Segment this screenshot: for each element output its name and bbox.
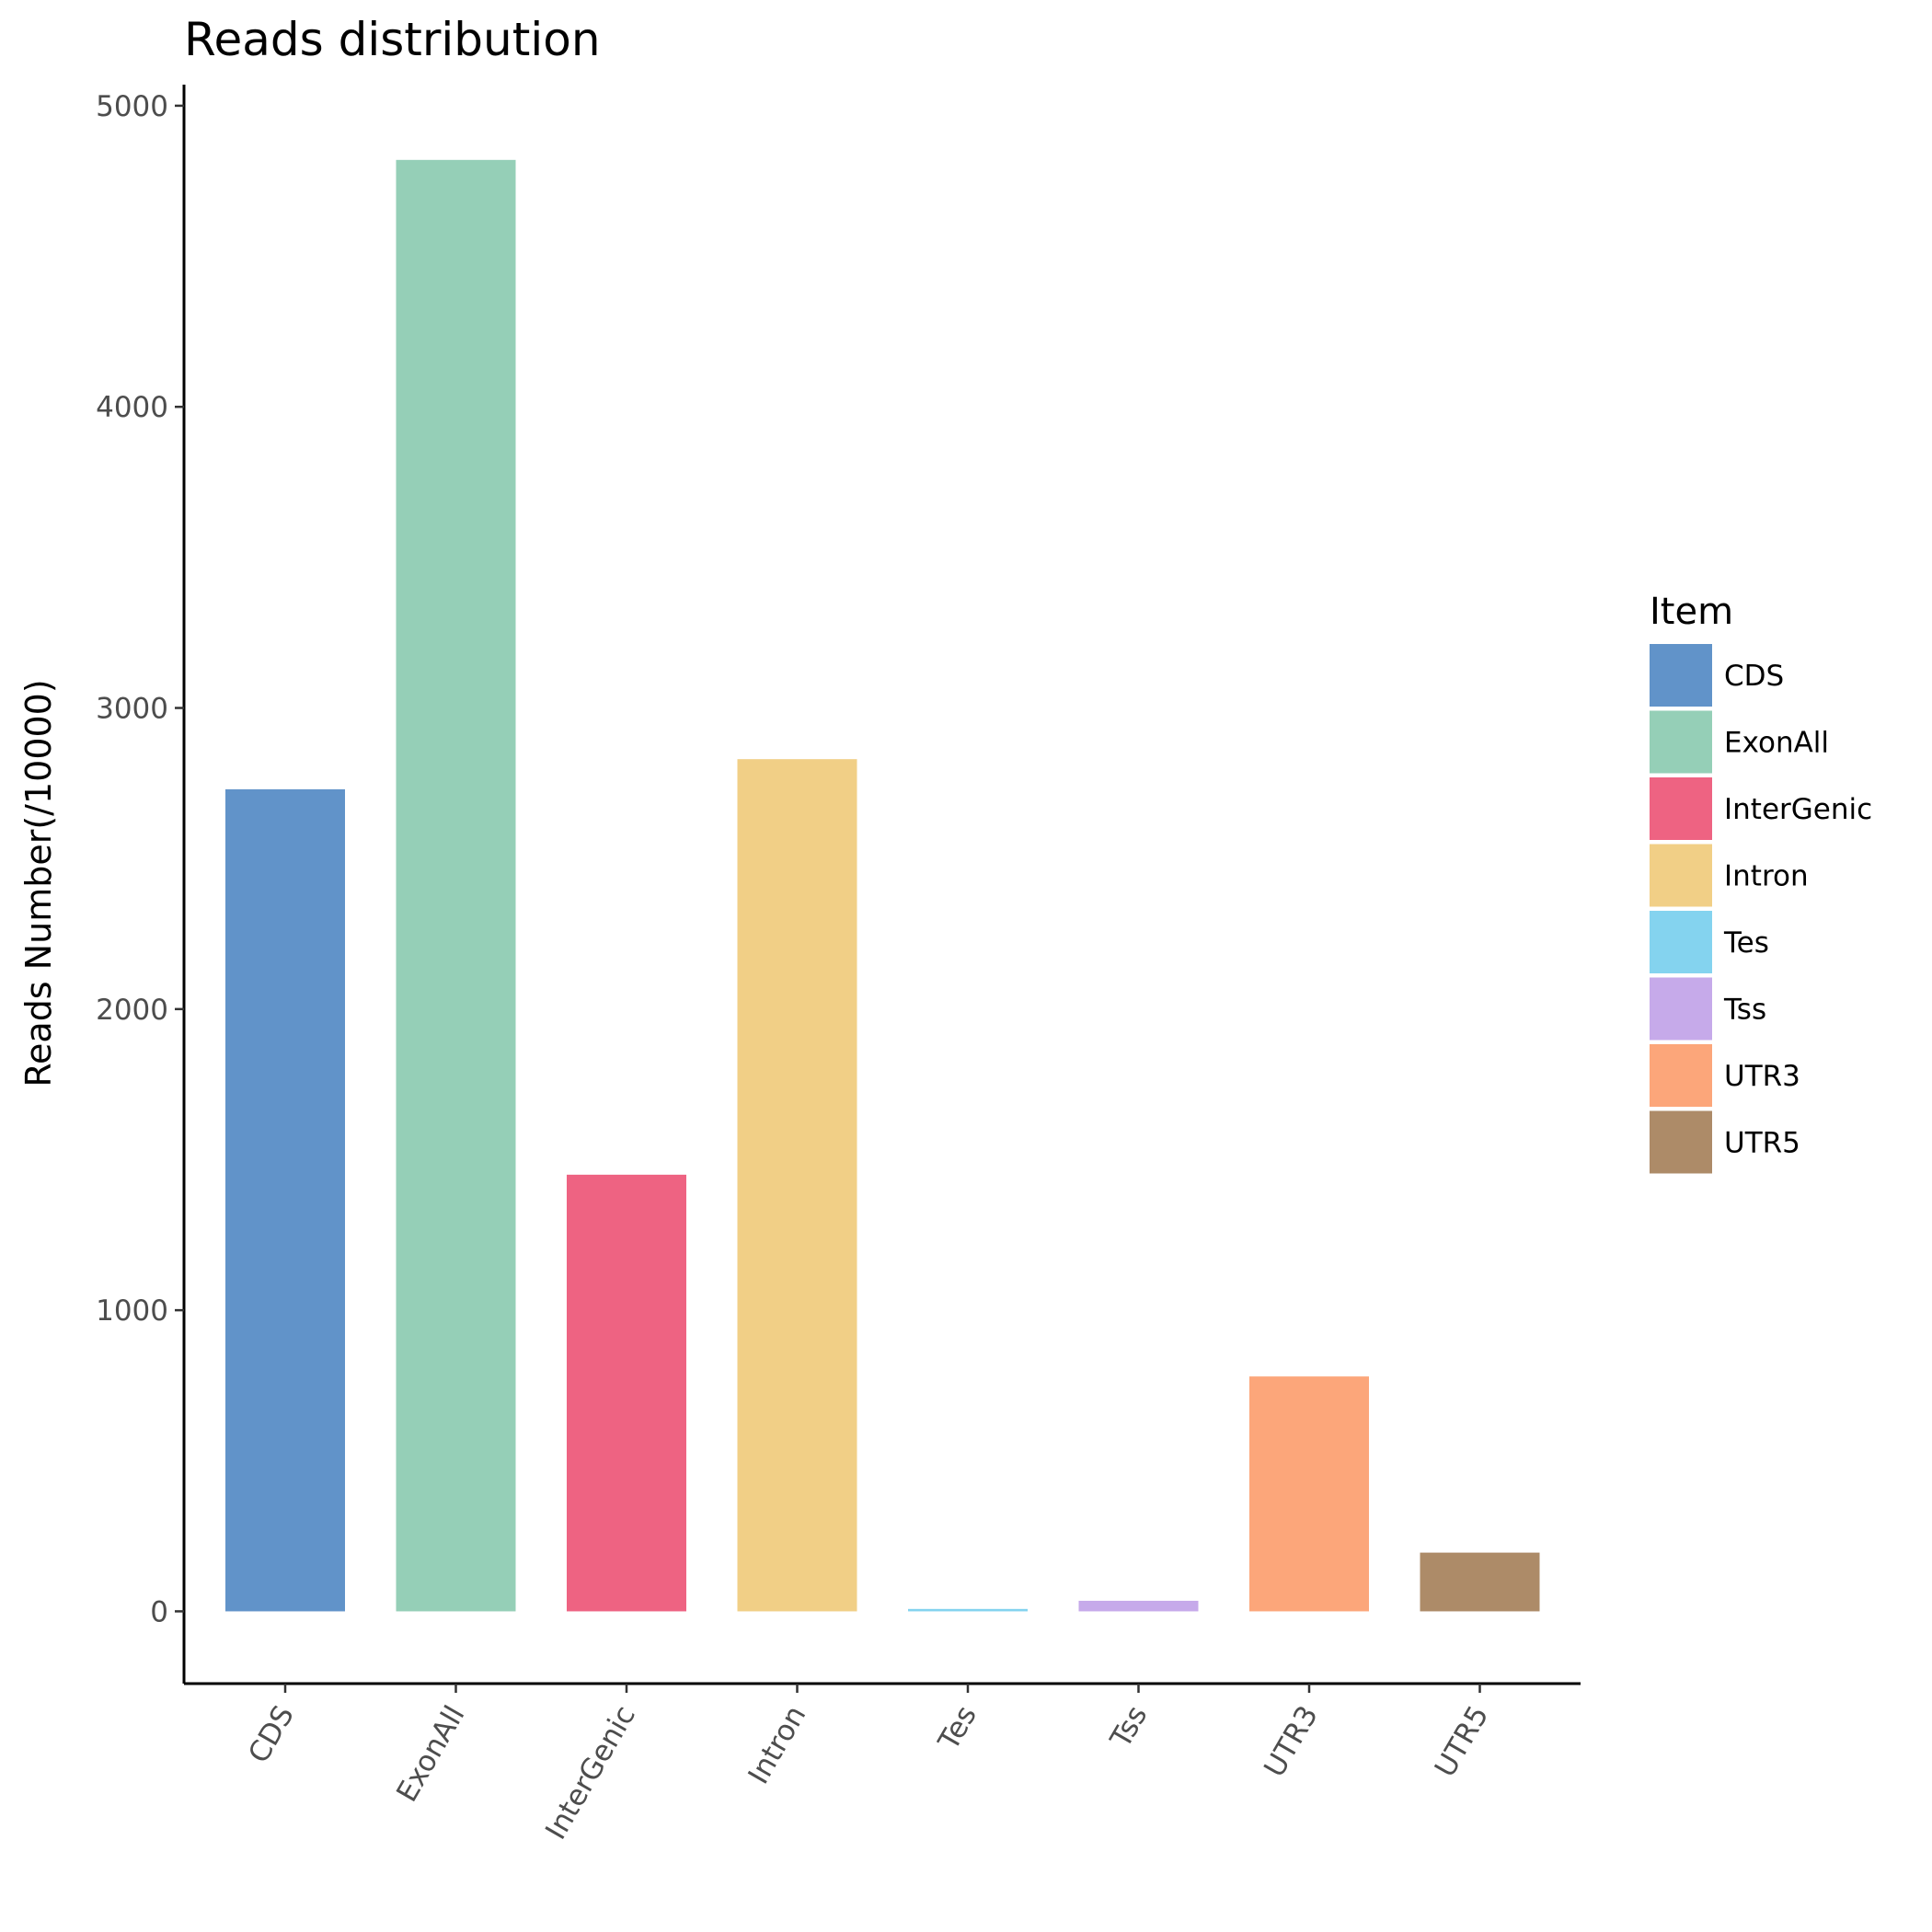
y-tick-label: 1000 — [96, 1294, 168, 1328]
chart-title: Reads distribution — [184, 13, 601, 66]
bar-intergenic — [567, 1174, 686, 1612]
x-axis: CDS ExonAll InterGenic Intron Tes Tss UTR3 UTR5 — [184, 1682, 1581, 1846]
legend-label-tss: Tss — [1723, 994, 1766, 1027]
legend-label-cds: CDS — [1724, 660, 1784, 693]
legend: Item CDS ExonAll InterGenic Intron Tes Tss UTR… — [1650, 591, 1872, 1174]
bars-group — [225, 159, 1540, 1612]
legend-key-cds — [1650, 644, 1712, 707]
bar-utr3 — [1249, 1376, 1369, 1612]
legend-label-exonall: ExonAll — [1724, 727, 1829, 760]
x-tick-label-intron: Intron — [742, 1700, 812, 1789]
legend-label-tes: Tes — [1723, 926, 1769, 960]
legend-label-utr5: UTR5 — [1724, 1127, 1800, 1160]
y-tick-label: 2000 — [96, 994, 168, 1027]
x-tick-label-exonall: ExonAll — [390, 1700, 471, 1808]
bar-cds — [225, 788, 345, 1612]
y-tick-label: 3000 — [96, 693, 168, 726]
legend-key-tes — [1650, 911, 1712, 973]
legend-label-intergenic: InterGenic — [1724, 793, 1872, 826]
y-axis-title: Reads Number(/10000) — [18, 679, 59, 1087]
legend-key-tss — [1650, 977, 1712, 1041]
y-tick-label: 4000 — [96, 391, 168, 424]
legend-key-exonall — [1650, 710, 1712, 774]
y-tick-label: 5000 — [96, 90, 168, 123]
x-tick-label-intergenic: InterGenic — [539, 1700, 642, 1846]
legend-key-utr3 — [1650, 1044, 1712, 1107]
legend-key-intergenic — [1650, 777, 1712, 840]
legend-label-utr3: UTR3 — [1724, 1060, 1800, 1093]
bar-intron — [737, 759, 857, 1612]
y-axis: 0 1000 2000 3000 4000 5000 — [96, 85, 186, 1684]
x-tick-label-utr3: UTR3 — [1258, 1700, 1325, 1783]
x-tick-label-tes: Tes — [932, 1700, 983, 1756]
legend-title: Item — [1650, 591, 1733, 633]
x-tick-label-cds: CDS — [242, 1700, 301, 1768]
x-tick-label-tss: Tss — [1104, 1700, 1155, 1754]
legend-label-intron: Intron — [1724, 860, 1809, 893]
bar-utr5 — [1420, 1552, 1540, 1612]
legend-key-utr5 — [1650, 1110, 1712, 1174]
legend-items: CDS ExonAll InterGenic Intron Tes Tss UTR3 UTR5 — [1650, 644, 1872, 1174]
x-tick-label-utr5: UTR5 — [1429, 1700, 1496, 1783]
legend-key-intron — [1650, 844, 1712, 907]
y-tick-label: 0 — [150, 1595, 168, 1628]
bar-tes — [908, 1608, 1028, 1612]
bar-tss — [1078, 1600, 1199, 1612]
bar-exonall — [396, 159, 516, 1612]
